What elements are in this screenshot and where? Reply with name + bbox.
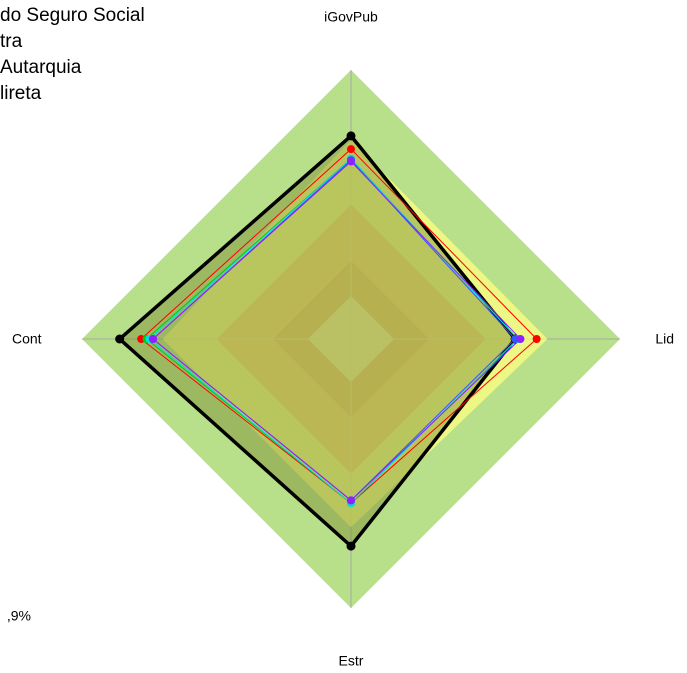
point <box>347 496 355 505</box>
point <box>115 334 125 344</box>
point <box>347 145 355 154</box>
point <box>346 541 356 551</box>
note: ,9% <box>7 608 31 624</box>
axis-label: Lid <box>655 331 674 347</box>
axis-label: Cont <box>12 331 42 347</box>
axis-label: iGovPub <box>324 9 378 25</box>
legend-label: lireta <box>0 83 42 104</box>
legend-label: Autarquia <box>0 57 82 78</box>
axis-label: Estr <box>339 653 364 669</box>
point <box>149 335 158 343</box>
point <box>532 335 541 343</box>
point <box>346 131 356 141</box>
point <box>516 335 525 343</box>
point <box>347 157 355 166</box>
legend-label: tra <box>0 31 23 52</box>
legend-label: do Seguro Social <box>0 5 145 26</box>
